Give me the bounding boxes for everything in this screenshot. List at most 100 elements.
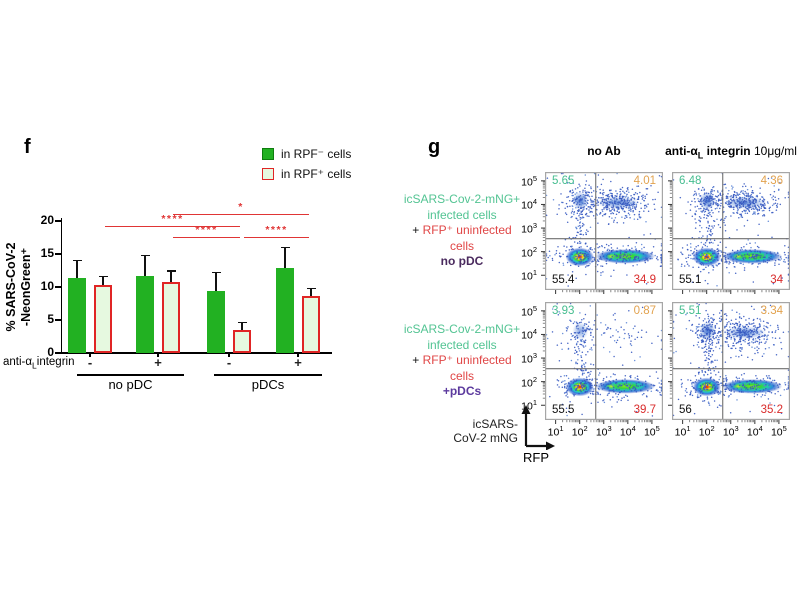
x-axis-tick <box>157 353 159 357</box>
significance-asterisks: **** <box>161 213 184 225</box>
significance-line <box>244 237 309 239</box>
panel-f-label: f <box>24 136 31 158</box>
tick-exponent: 2 <box>583 424 588 433</box>
flow-y-tick-label: 105 <box>521 173 537 189</box>
section-label: no pDC <box>108 377 153 392</box>
tick-exponent: 5 <box>655 424 660 433</box>
error-bar-stem <box>310 288 312 297</box>
tick-exponent: 1 <box>686 424 691 433</box>
tick-exponent: 2 <box>532 244 537 254</box>
tick-exponent: 3 <box>532 221 537 231</box>
x-axis-title-sub: L <box>32 360 37 371</box>
bar-rpf-negative <box>207 290 225 353</box>
significance-line <box>173 214 309 216</box>
rfp-uninfected-text: RFP⁺ uninfected <box>422 353 512 367</box>
quadrant-lower-right-pct: 35.2 <box>760 404 783 416</box>
quadrant-upper-left-pct: 3.93 <box>552 305 575 317</box>
quadrant-lower-left-pct: 55.5 <box>552 404 575 416</box>
error-bar-cap <box>306 287 316 290</box>
legend-swatch-green <box>262 148 274 160</box>
row-label-line-infected: infected cells <box>427 207 497 222</box>
flow-x-tick-label: 102 <box>698 424 715 439</box>
header-anti-dose: 10μg/ml <box>750 144 797 158</box>
error-bar-cap <box>166 270 176 272</box>
flow-x-tick-label: 103 <box>722 424 739 439</box>
bar-rpf-positive <box>162 281 180 353</box>
error-bar-stem <box>215 272 217 291</box>
tick-exponent: 4 <box>532 327 537 337</box>
error-bar-cap <box>98 275 108 278</box>
legend-label-rpf-positive: in RPF⁺ cells <box>281 167 352 181</box>
bar-rpf-positive <box>94 285 112 353</box>
x-axis-title-pre: anti-α <box>3 356 33 368</box>
row-label-line-mng: icSARS-Cov-2-mNG+ <box>403 322 521 336</box>
x-axis-tick <box>89 353 91 357</box>
quadrant-upper-left-pct: 6.48 <box>679 175 702 187</box>
y-axis-tick <box>55 286 61 288</box>
flow-y-axis-label-line2: CoV-2 mNG <box>453 431 518 445</box>
anti-integrin-sign: + <box>154 355 162 370</box>
quadrant-upper-right-pct: 0.87 <box>633 305 656 317</box>
error-bar-stem <box>170 271 172 282</box>
significance-asterisks: **** <box>265 224 288 236</box>
y-axis-tick <box>55 220 61 222</box>
flow-x-tick-label: 102 <box>571 424 588 439</box>
y-axis-tick <box>55 352 61 354</box>
significance-line <box>173 237 240 239</box>
tick-exponent: 5 <box>532 303 537 313</box>
rfp-uninfected-text: RFP⁺ uninfected <box>422 223 512 237</box>
section-label: pDCs <box>251 377 285 392</box>
flow-x-tick-label: 101 <box>674 424 691 439</box>
flow-x-tick-label: 104 <box>619 424 636 439</box>
tick-exponent: 1 <box>532 268 537 278</box>
panel-g-label: g <box>428 136 441 158</box>
bar-rpf-positive <box>233 329 251 353</box>
tick-exponent: 2 <box>710 424 715 433</box>
flow-x-tick-label: 105 <box>770 424 787 439</box>
legend-swatch-light <box>262 168 274 180</box>
row-label-line-rfp: + RFP⁺ uninfected <box>394 223 530 239</box>
column-header-no-ab: no Ab <box>545 144 663 158</box>
row-label-line-infected: infected cells <box>427 337 497 352</box>
flow-plot-anti-nopdc: 6.48 4.36 55.1 34 <box>668 172 791 294</box>
tick-exponent: 5 <box>782 424 787 433</box>
bar-rpf-negative <box>136 276 154 353</box>
plus-sign: + <box>412 353 423 367</box>
x-axis-title-post: integrin <box>36 356 75 368</box>
axis-arrows-icon <box>521 405 555 450</box>
header-anti-post: integrin <box>703 144 751 158</box>
legend-label-rpf-negative: in RPF⁻ cells <box>281 147 352 161</box>
flow-plot-noab-nopdc: 5.65 4.01 55.4 34.9 <box>541 172 664 294</box>
flow-x-axis-label: RFP <box>523 450 549 465</box>
quadrant-upper-right-pct: 3.34 <box>760 305 783 317</box>
error-bar-cap <box>72 259 82 262</box>
x-axis-tick <box>228 353 230 357</box>
significance-asterisks: **** <box>195 224 218 236</box>
error-bar-cap <box>280 246 290 249</box>
quadrant-upper-right-pct: 4.01 <box>633 175 656 187</box>
tick-exponent: 1 <box>559 424 564 433</box>
flow-x-tick-label: 103 <box>595 424 612 439</box>
y-axis-title-line2: -NeonGreen⁺ <box>19 247 33 327</box>
row-label-line-cells: cells <box>449 238 474 253</box>
flow-x-tick-label: 104 <box>746 424 763 439</box>
tick-exponent: 3 <box>607 424 612 433</box>
tick-exponent: 4 <box>758 424 763 433</box>
y-axis-title-line1: % SARS-CoV-2 <box>4 242 18 332</box>
condition-no-pdc: no pDC <box>440 254 484 268</box>
quadrant-lower-left-pct: 56 <box>679 404 692 416</box>
bar-rpf-negative <box>68 277 86 353</box>
tick-exponent: 2 <box>532 374 537 384</box>
header-no-ab-text: no Ab <box>587 144 621 158</box>
bar-rpf-positive <box>302 296 320 353</box>
tick-exponent: 4 <box>631 424 636 433</box>
error-bar-cap <box>140 254 150 257</box>
error-bar-stem <box>241 322 243 330</box>
flow-x-tick-label: 105 <box>643 424 660 439</box>
row-label-no-pdc: icSARS-Cov-2-mNG+ infected cells + RFP⁺ … <box>394 192 530 270</box>
error-bar-cap <box>211 271 221 274</box>
bar-rpf-negative <box>276 267 294 353</box>
panel-f-legend: in RPF⁻ cells in RPF⁺ cells <box>262 144 351 184</box>
